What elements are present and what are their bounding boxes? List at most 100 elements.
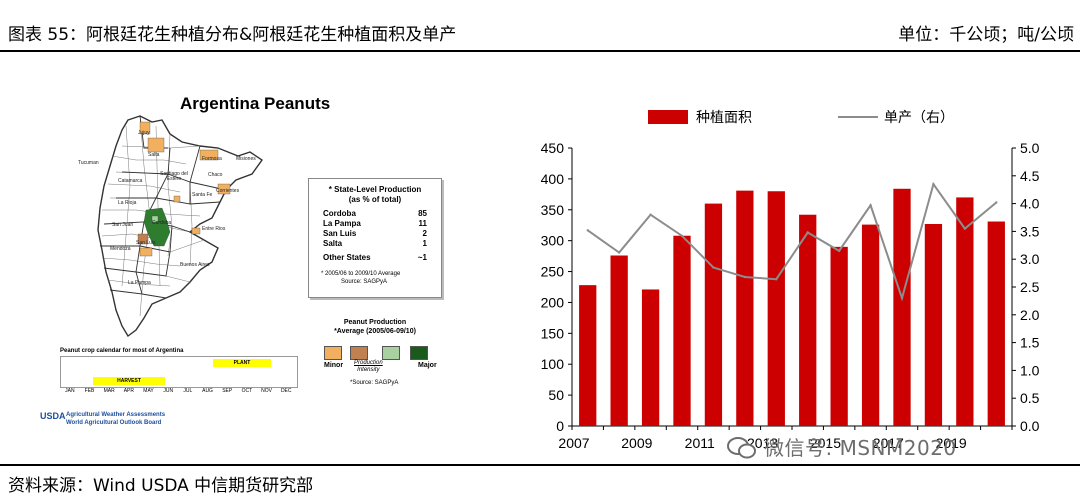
- argentina-map-panel: Jujuy Salta Tucuman Formosa Misiones Cat…: [40, 86, 490, 436]
- legend-swatch-low: [350, 346, 368, 360]
- region-salta: [147, 137, 165, 153]
- watermark: 微信号: MSNM2020: [764, 436, 957, 460]
- y-right-tick-label: 2.0: [1020, 307, 1040, 323]
- line-point-yield: [743, 275, 747, 279]
- legend-label-yield: 单产（右）: [884, 110, 954, 126]
- line-point-yield: [775, 278, 778, 281]
- plant-bar: PLANT: [213, 359, 271, 367]
- figure-title: 图表 55：阿根廷花生种植分布&阿根廷花生种植面积及单产: [8, 25, 457, 45]
- province-label: Jujuy: [138, 130, 150, 136]
- y-right-tick-label: 2.5: [1020, 279, 1040, 295]
- production-share-box: * State-Level Production (as % of total)…: [308, 178, 442, 298]
- production-box-title: * State-Level Production (as % of total): [328, 185, 422, 204]
- province-label: Catamarca: [118, 178, 143, 184]
- line-point-yield: [680, 234, 684, 238]
- line-point-yield: [837, 249, 841, 253]
- calendar-month-label: MAY: [143, 388, 154, 394]
- area-yield-chart: 0 50 100 150 200 250 300 350 400 450 0.0 0.5 1.0 1.5 2…: [541, 110, 1040, 451]
- argentina-map: [97, 115, 263, 338]
- production-row: San Luis 2: [323, 229, 427, 238]
- y-left-tick-label: 50: [548, 387, 564, 403]
- province-label: La Rioja: [118, 200, 137, 206]
- map-title: Argentina Peanuts: [180, 94, 331, 113]
- legend-swatch-area: [648, 110, 688, 124]
- province-label: Cordoba: [152, 220, 172, 226]
- calendar-month-label: SEP: [222, 388, 233, 394]
- calendar-month-label: NOV: [261, 388, 272, 394]
- calendar-month-label: JUN: [163, 388, 174, 394]
- region-sanluis: [137, 233, 149, 245]
- legend-source: *Source: SAGPyA: [350, 380, 399, 386]
- usda-line1: Agricultural Weather Assessments: [66, 412, 166, 418]
- bar-area: [987, 221, 1005, 426]
- legend-title: Peanut Production *Average (2005/06-09/1…: [334, 319, 416, 335]
- calendar-month-label: FEB: [84, 388, 95, 394]
- bar-area: [799, 214, 817, 426]
- y-left-tick-label: 250: [541, 264, 565, 280]
- bar-area: [830, 246, 848, 426]
- bar-area: [861, 224, 880, 426]
- province-label: Santiago del Estero: [160, 171, 188, 182]
- y-left-tick-label: 450: [541, 140, 565, 156]
- y-right-tick-label: 3.5: [1020, 223, 1040, 239]
- province-label: Entre Rios: [202, 226, 226, 232]
- line-point-yield: [617, 251, 621, 254]
- y-right-tick-label: 1.5: [1020, 335, 1040, 351]
- bar-area: [893, 188, 911, 426]
- production-row: Salta 1: [323, 239, 427, 248]
- legend-minor-label: Minor: [324, 362, 344, 369]
- calendar-month-label: DEC: [280, 388, 292, 394]
- bar-area: [767, 191, 785, 426]
- y-right-tick-label: 5.0: [1020, 140, 1040, 156]
- x-tick-label: 2013: [747, 435, 778, 451]
- x-tick-label: 2015: [810, 435, 841, 451]
- bar-area: [579, 285, 597, 426]
- line-point-yield: [995, 201, 998, 204]
- province-label: San Juan: [112, 222, 134, 228]
- region-cordoba-major: [143, 207, 171, 247]
- calendar-month-label: AUG: [202, 388, 213, 394]
- x-tick-label: 2017: [873, 435, 904, 451]
- legend-label-area: 种植面积: [696, 110, 752, 126]
- production-row: La Pampa 11: [323, 219, 427, 228]
- x-tick-label: 2019: [936, 435, 967, 451]
- legend-major-label: Major: [418, 362, 437, 369]
- calendar-month-label: JUL: [183, 388, 193, 394]
- line-point-yield: [806, 231, 809, 234]
- x-tick-label: 2011: [685, 435, 715, 451]
- y-left-tick-label: 0: [556, 418, 564, 434]
- usda-line2: World Agricultural Outlook Board: [66, 420, 162, 426]
- province-label: Misiones: [236, 156, 256, 162]
- production-source: Source: SAGPyA: [341, 279, 388, 285]
- production-row: Cordoba 85: [323, 209, 427, 218]
- header: 图表 55：阿根廷花生种植分布&阿根廷花生种植面积及单产 单位：千公顷；吨/公顷: [0, 0, 1080, 50]
- bar-area: [736, 190, 754, 426]
- province-label: Santa Fe: [192, 192, 213, 198]
- bar-area: [610, 255, 628, 426]
- production-row: Other States ~1: [323, 253, 427, 262]
- line-point-yield: [586, 229, 589, 232]
- y-left-tick-label: 150: [541, 325, 565, 341]
- line-point-yield: [649, 213, 652, 216]
- line-point-yield: [900, 296, 904, 300]
- y-right-tick-label: 1.0: [1020, 362, 1040, 378]
- top-rule: [0, 50, 1080, 52]
- bar-area: [673, 235, 691, 426]
- series-line-yield: [587, 181, 997, 302]
- production-note: * 2005/06 to 2009/10 Average: [321, 271, 401, 277]
- y-right-tick-label: 4.5: [1020, 168, 1040, 184]
- province-label: La Pampa: [128, 280, 151, 286]
- province-label: Tucuman: [78, 160, 99, 166]
- y-right-tick-label: 0.0: [1020, 418, 1040, 434]
- calendar-month-label: OCT: [241, 388, 253, 394]
- y-left-tick-label: 350: [541, 202, 565, 218]
- map-legend: Peanut Production *Average (2005/06-09/1…: [310, 318, 440, 394]
- province-label: San Luis: [136, 240, 156, 246]
- line-point-yield: [963, 227, 967, 230]
- country-outline: [97, 115, 263, 338]
- legend-swatch-major: [410, 346, 428, 360]
- crop-calendar: PLANT HARVEST: [60, 356, 298, 388]
- province-label: Chaco: [208, 172, 223, 178]
- harvest-bar: HARVEST: [93, 377, 165, 385]
- bar-area: [704, 203, 723, 426]
